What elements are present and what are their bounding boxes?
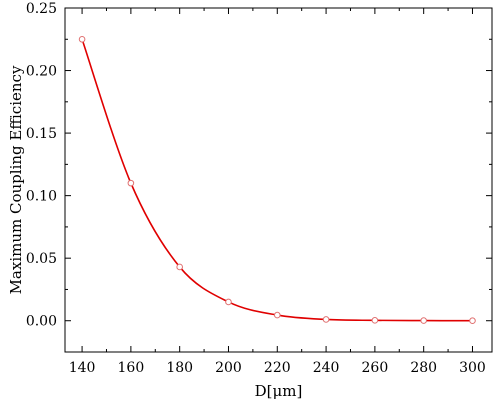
data-point <box>371 317 379 324</box>
y-axis: 0.00 0.05 0.10 0.15 0.20 0.25 <box>26 1 492 353</box>
data-point <box>322 316 330 323</box>
x-axis: 140 160 180 200 220 240 260 280 300 <box>69 8 486 376</box>
data-point <box>225 298 232 306</box>
data-point <box>273 311 281 319</box>
y-tick-label: 0.25 <box>26 1 57 17</box>
y-tick-label: 0.20 <box>26 64 57 80</box>
data-point <box>420 317 427 324</box>
x-tick-label: 200 <box>215 360 242 376</box>
y-tick-label: 0.10 <box>26 189 57 205</box>
x-tick-label: 160 <box>118 360 145 376</box>
x-axis-label: D[μm] <box>255 382 303 400</box>
y-tick-label: 0.05 <box>26 251 57 267</box>
plot-border <box>64 7 493 353</box>
x-tick-label: 280 <box>410 360 437 376</box>
y-axis-label: Maximum Coupling Efficiency <box>7 65 25 294</box>
x-tick-label: 300 <box>459 360 486 376</box>
data-point <box>78 35 86 43</box>
y-tick-label: 0.15 <box>26 126 57 142</box>
data-point <box>469 317 476 325</box>
data-point <box>176 263 183 271</box>
x-tick-label: 220 <box>264 360 291 376</box>
x-tick-label: 140 <box>69 360 96 376</box>
data-point <box>127 179 135 187</box>
x-tick-label: 260 <box>362 360 389 376</box>
plot-frame <box>64 7 493 353</box>
series-layer <box>78 35 476 325</box>
x-tick-label: 180 <box>166 360 193 376</box>
x-tick-label: 240 <box>313 360 340 376</box>
y-tick-label: 0.00 <box>26 314 57 330</box>
